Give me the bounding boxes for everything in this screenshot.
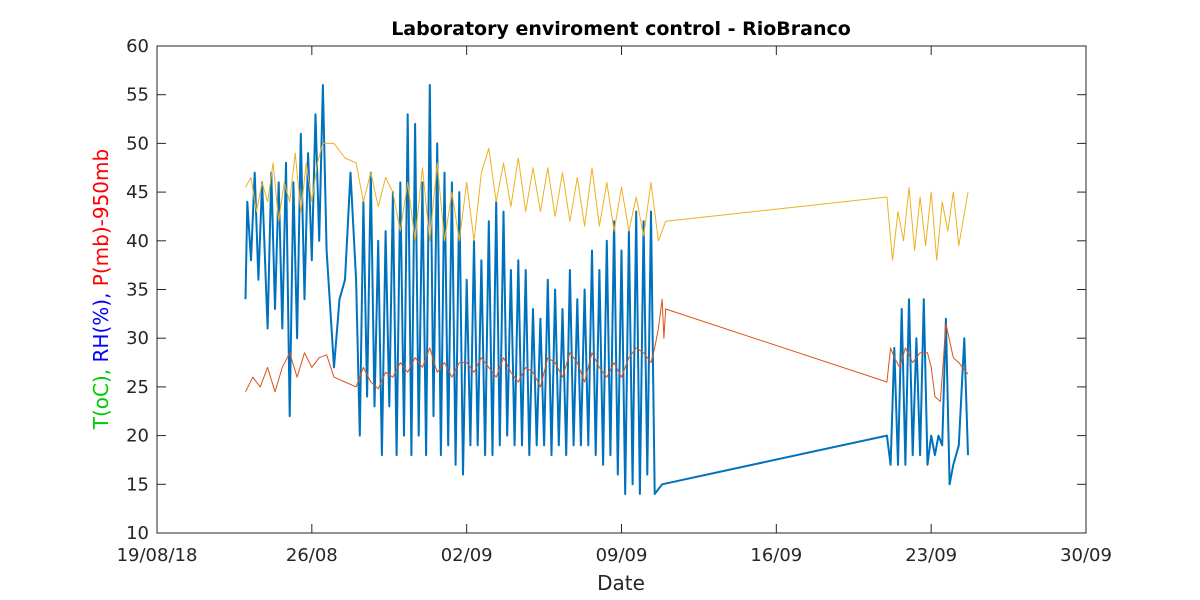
y-tick-label-6: 40	[126, 231, 149, 252]
y-tick-label-5: 35	[126, 280, 149, 301]
x-tick-label-5: 23/09	[905, 545, 957, 566]
series-layer	[244, 84, 969, 495]
series-line-2	[245, 142, 969, 261]
y-tick-label-2: 20	[126, 426, 149, 447]
series-line-0	[244, 84, 969, 495]
x-tick-label-1: 26/08	[286, 545, 338, 566]
y-axis: 10 15 20 25 30 35 40 45 50 55 60	[126, 36, 1086, 544]
y-axis-label-part-2: P(mb)-950mb	[89, 149, 113, 286]
x-axis: 19/08/18 26/08 02/09 09/09 16/09 23/09 30/09	[117, 46, 1112, 566]
y-axis-label-part-0: T(oC),	[89, 362, 113, 430]
x-tick-label-3: 09/09	[596, 545, 648, 566]
series-line-1	[245, 298, 969, 402]
x-tick-label-4: 16/09	[750, 545, 802, 566]
y-tick-label-8: 50	[126, 133, 149, 154]
y-tick-label-0: 10	[126, 523, 149, 544]
y-tick-label-1: 15	[126, 474, 149, 495]
x-axis-label: Date	[597, 571, 645, 595]
y-tick-label-10: 60	[126, 36, 149, 57]
y-axis-label: T(oC), RH(%), P(mb)-950mb	[89, 149, 113, 430]
chart-title: Laboratory enviroment control - RioBranc…	[391, 18, 851, 40]
x-tick-label-2: 02/09	[441, 545, 493, 566]
x-tick-label-6: 30/09	[1060, 545, 1112, 566]
y-tick-label-7: 45	[126, 182, 149, 203]
x-tick-label-0: 19/08/18	[117, 545, 198, 566]
y-tick-label-4: 30	[126, 328, 149, 349]
y-tick-label-3: 25	[126, 377, 149, 398]
y-axis-label-part-1: RH(%),	[89, 286, 113, 362]
y-tick-label-9: 55	[126, 85, 149, 106]
